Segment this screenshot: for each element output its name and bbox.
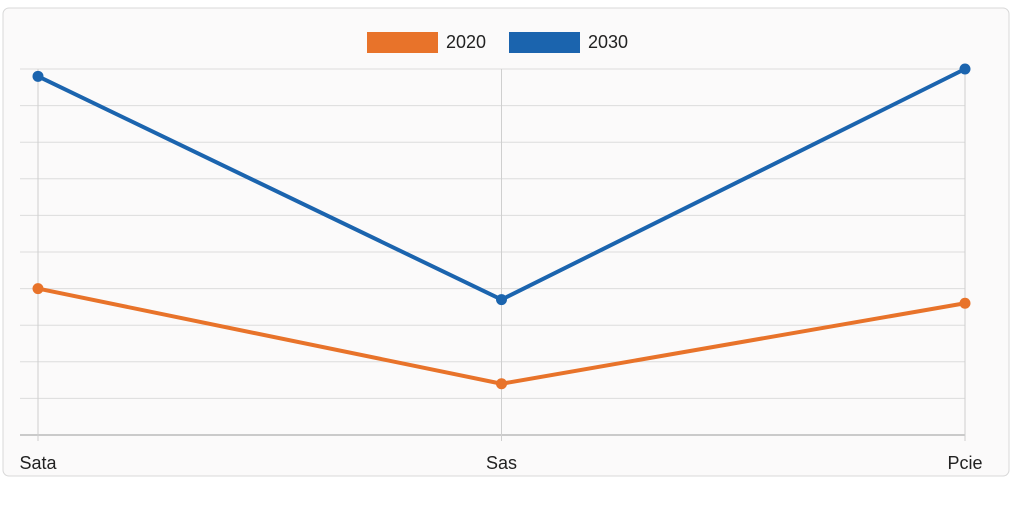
- legend-label: 2030: [588, 32, 628, 52]
- data-point: [496, 378, 507, 390]
- legend-swatch: [367, 32, 438, 53]
- legend-swatch: [509, 32, 580, 53]
- data-point: [496, 294, 507, 306]
- chart-panel: [2, 7, 1010, 477]
- data-point: [32, 70, 44, 82]
- x-tick-label: Pcie: [947, 453, 982, 473]
- data-point: [32, 283, 44, 295]
- x-tick-label: Sata: [19, 453, 57, 473]
- x-tick-label: Sas: [486, 453, 517, 473]
- legend-label: 2020: [446, 32, 486, 52]
- data-point: [959, 63, 971, 75]
- data-point: [959, 297, 971, 309]
